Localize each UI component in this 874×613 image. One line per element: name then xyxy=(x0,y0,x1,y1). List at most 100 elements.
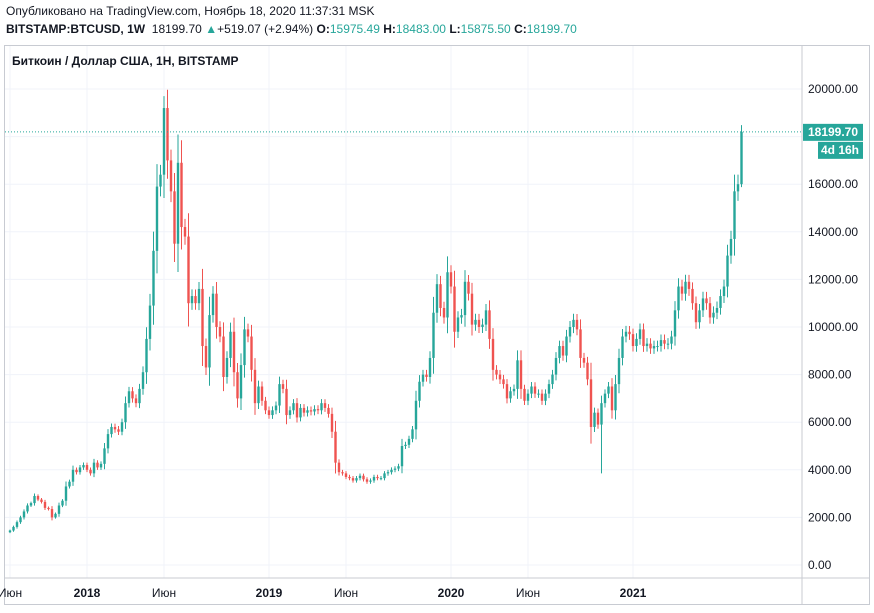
candle xyxy=(551,369,554,389)
candle xyxy=(33,493,36,506)
candle xyxy=(411,425,414,443)
candle-body xyxy=(243,329,246,366)
candle-body xyxy=(652,346,656,349)
candle xyxy=(264,396,267,415)
candle-body xyxy=(383,473,386,479)
candle xyxy=(323,399,327,412)
candle xyxy=(288,406,292,419)
candle xyxy=(428,351,432,384)
candle-body xyxy=(40,499,43,502)
x-tick-label: 2019 xyxy=(256,586,283,600)
candle xyxy=(225,351,229,384)
candle-body xyxy=(180,162,183,228)
candle-body xyxy=(327,407,330,414)
y-tick-label: 16000.00 xyxy=(808,177,858,191)
candle xyxy=(190,289,194,310)
candle xyxy=(432,296,435,374)
candle-body xyxy=(540,393,544,401)
candle-body xyxy=(477,319,481,327)
candle xyxy=(169,149,173,203)
candle-body xyxy=(250,336,253,370)
candle xyxy=(148,293,152,351)
candle xyxy=(309,406,313,416)
candle-body xyxy=(397,466,400,469)
candle-body xyxy=(362,475,365,480)
candle-body xyxy=(15,522,19,527)
candle-body xyxy=(313,409,316,412)
candle-body xyxy=(460,315,463,318)
candle-body xyxy=(89,469,92,474)
candle-body xyxy=(446,272,449,318)
candle-body xyxy=(204,346,208,368)
candle xyxy=(698,303,701,329)
open-label: O: xyxy=(316,22,330,36)
candle-body xyxy=(281,384,285,389)
candle-body xyxy=(621,336,624,358)
candle xyxy=(729,230,733,264)
candle-body xyxy=(435,284,439,313)
candle-body xyxy=(411,429,414,439)
candle-body xyxy=(351,478,355,481)
candle xyxy=(740,125,743,188)
candle xyxy=(127,386,131,408)
candle xyxy=(267,406,271,419)
candle xyxy=(390,467,393,475)
candle-body xyxy=(145,338,148,373)
low-label: L: xyxy=(449,22,461,36)
candle-body xyxy=(138,388,141,404)
symbol-label: BITSTAMP:BTCUSD, 1W xyxy=(6,22,146,36)
candle-body xyxy=(509,391,512,399)
candle xyxy=(229,322,232,368)
candle-body xyxy=(334,431,337,463)
candle xyxy=(180,140,183,250)
candle xyxy=(383,471,386,481)
candle xyxy=(495,365,498,380)
x-tick-label: Июн xyxy=(0,586,22,600)
candle xyxy=(117,426,120,436)
candle xyxy=(544,389,547,406)
candle xyxy=(460,308,463,324)
candle-body xyxy=(82,465,85,468)
candle-body xyxy=(376,476,379,479)
candle-body xyxy=(568,327,572,337)
candle xyxy=(470,282,474,336)
candle-body xyxy=(127,391,131,404)
candle-body xyxy=(306,410,309,413)
candle xyxy=(246,323,250,343)
candle-body xyxy=(523,388,526,401)
candle xyxy=(621,329,624,366)
candle xyxy=(568,321,572,343)
candle-body xyxy=(134,398,138,404)
candle xyxy=(603,389,607,408)
candle-body xyxy=(12,526,15,531)
candle xyxy=(540,389,544,405)
candle-body xyxy=(131,391,134,399)
candle-body xyxy=(47,507,50,510)
candle xyxy=(302,404,306,417)
candle-body xyxy=(78,467,82,473)
candle-body xyxy=(299,407,302,418)
candle-body xyxy=(120,422,124,432)
candle xyxy=(215,282,218,339)
candle-body xyxy=(320,403,323,411)
high-label: H: xyxy=(383,22,396,36)
candle xyxy=(708,297,712,324)
candle-body xyxy=(386,472,390,474)
y-tick-label: 2000.00 xyxy=(808,510,852,524)
candle-body xyxy=(26,505,29,512)
candle xyxy=(253,358,257,415)
candle xyxy=(96,460,99,470)
candle xyxy=(484,303,488,331)
candle-body xyxy=(246,329,250,337)
candle-body xyxy=(103,448,106,464)
candle xyxy=(187,213,190,327)
candle xyxy=(505,379,509,404)
candle-body xyxy=(729,238,733,256)
candle-body xyxy=(355,478,358,481)
candle xyxy=(92,458,96,478)
candle xyxy=(498,369,502,385)
candle-body xyxy=(670,336,673,344)
candle-body xyxy=(43,501,47,508)
candle-body xyxy=(589,379,593,427)
